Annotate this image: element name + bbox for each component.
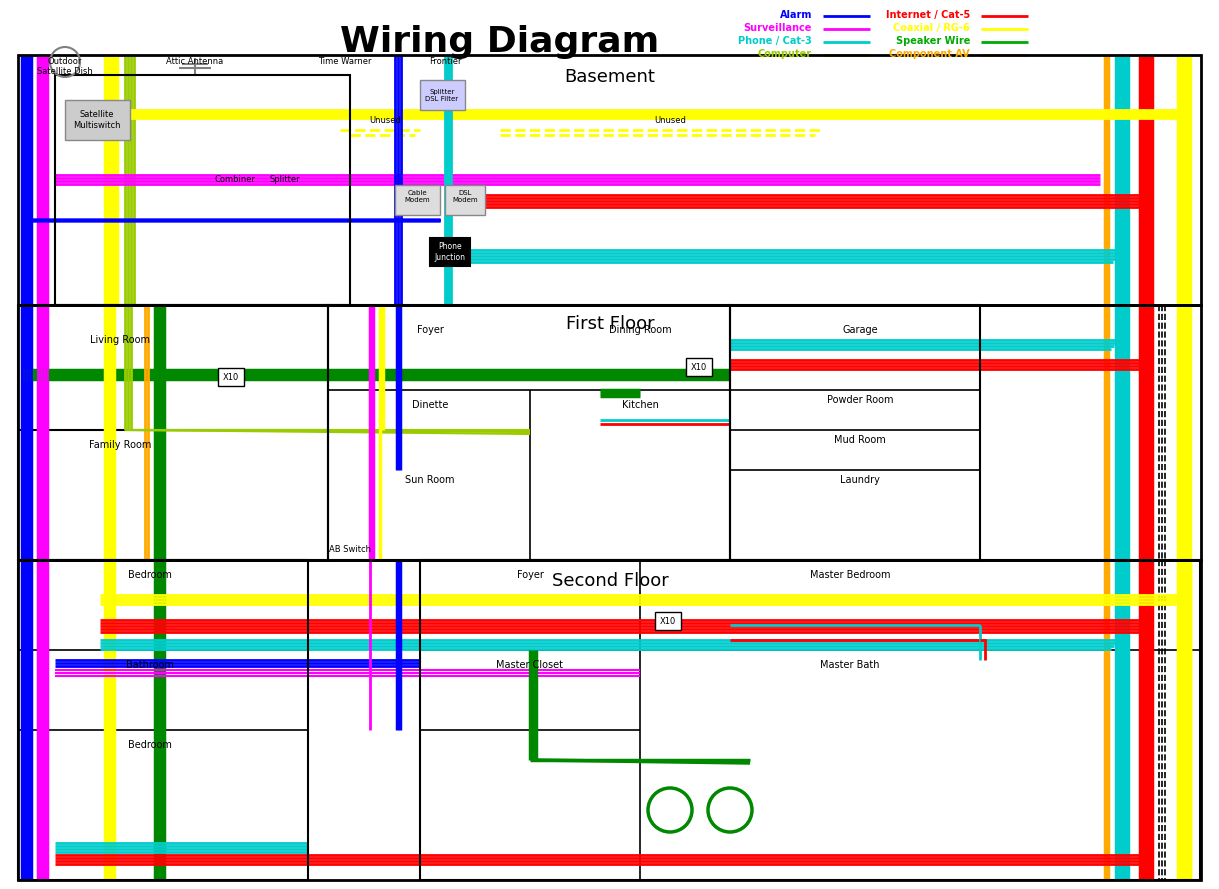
Text: Master Bedroom: Master Bedroom [809,570,890,580]
Text: Kitchen: Kitchen [622,400,658,410]
Bar [218,368,244,386]
Text: X10: X10 [659,616,677,626]
Bar [686,358,712,376]
Text: Attic Antenna: Attic Antenna [166,57,223,66]
Text: Dining Room: Dining Room [608,325,672,335]
Text: Alarm: Alarm [780,10,812,20]
Text: Phone
Junction: Phone Junction [434,243,466,261]
Text: Master Closet: Master Closet [496,660,563,670]
Bar [421,80,464,110]
Text: Bathroom: Bathroom [126,660,174,670]
Bar [395,185,440,215]
Bar [655,612,681,630]
Text: Component AV: Component AV [890,49,970,59]
Text: Combiner: Combiner [215,175,256,184]
Text: Mud Room: Mud Room [834,435,886,445]
Text: X10: X10 [223,372,239,381]
Text: Foyer: Foyer [417,325,444,335]
Bar [730,305,980,560]
Text: Unused: Unused [369,116,401,125]
Bar [18,560,1201,880]
Text: Family Room: Family Room [89,440,151,450]
Text: DSL
Modem: DSL Modem [452,189,478,203]
Text: Phone / Cat-3: Phone / Cat-3 [739,36,812,46]
Text: First Floor: First Floor [566,315,655,333]
Text: Unused: Unused [655,116,686,125]
Bar [18,305,328,560]
Bar [18,305,1201,560]
Text: Master Bath: Master Bath [820,660,880,670]
Text: X10: X10 [691,363,707,372]
Text: AB Switch: AB Switch [329,545,371,554]
Text: Wiring Diagram: Wiring Diagram [340,25,659,59]
Text: Frontier: Frontier [429,57,461,66]
Text: Splitter
DSL Filter: Splitter DSL Filter [425,89,458,101]
Bar [421,560,1199,880]
Bar [328,305,730,560]
Text: Dinette: Dinette [412,400,449,410]
Text: Powder Room: Powder Room [826,395,894,405]
Bar [445,185,485,215]
Text: Basement: Basement [564,68,656,86]
Bar [18,55,1201,305]
Text: Garage: Garage [842,325,878,335]
Text: Internet / Cat-5: Internet / Cat-5 [886,10,970,20]
Text: Cable
Modem: Cable Modem [405,189,430,203]
Text: Foyer: Foyer [517,570,544,580]
Text: Coaxial / RG-6: Coaxial / RG-6 [894,23,970,33]
Text: Speaker Wire: Speaker Wire [896,36,970,46]
Bar [65,100,130,140]
Text: Outdoor
Satellite Dish: Outdoor Satellite Dish [37,57,93,76]
Text: Laundry: Laundry [840,475,880,485]
Bar [18,560,308,880]
Text: Surveillance: Surveillance [744,23,812,33]
Text: Splitter: Splitter [269,175,300,184]
Text: Time Warner: Time Warner [318,57,372,66]
Text: Sun Room: Sun Room [405,475,455,485]
Bar [430,238,471,266]
Text: Satellite
Multiswitch: Satellite Multiswitch [73,110,121,130]
Text: Bedroom: Bedroom [128,570,172,580]
Text: Bedroom: Bedroom [128,740,172,750]
Text: Computer: Computer [758,49,812,59]
Text: Living Room: Living Room [90,335,150,345]
Text: Second Floor: Second Floor [552,572,668,590]
Bar [55,75,350,305]
